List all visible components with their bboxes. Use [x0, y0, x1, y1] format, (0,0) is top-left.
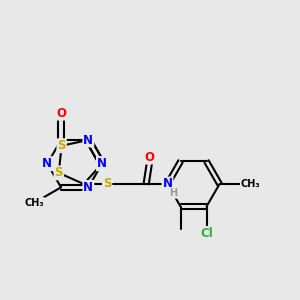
Text: CH₃: CH₃: [24, 198, 44, 208]
Text: N: N: [163, 178, 172, 190]
Text: N: N: [42, 157, 52, 170]
Text: Cl: Cl: [200, 227, 213, 240]
Text: N: N: [97, 157, 107, 170]
Text: N: N: [83, 181, 93, 194]
Text: S: S: [57, 139, 66, 152]
Text: H: H: [169, 188, 177, 198]
Text: N: N: [97, 157, 107, 170]
Text: S: S: [55, 167, 63, 179]
Text: CH₃: CH₃: [241, 179, 260, 189]
Text: S: S: [103, 178, 111, 190]
Text: O: O: [145, 151, 154, 164]
Text: N: N: [83, 134, 93, 146]
Text: O: O: [56, 106, 66, 120]
